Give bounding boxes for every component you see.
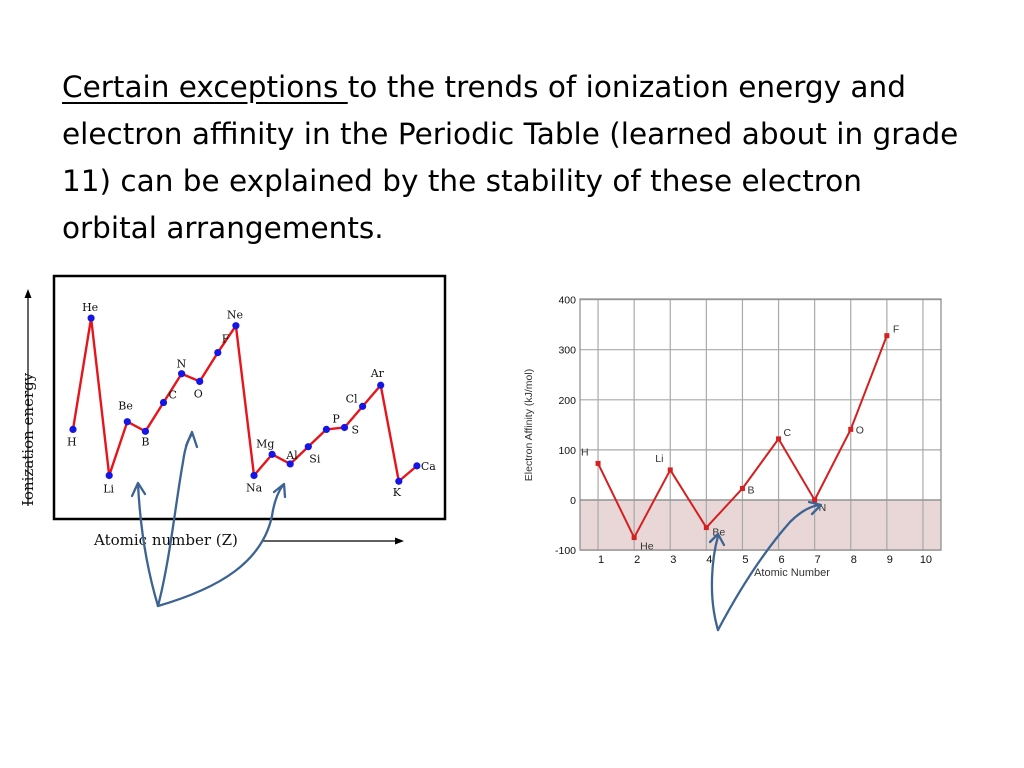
ionization-point-ca xyxy=(413,462,421,470)
affinity-ytick-100: 100 xyxy=(558,445,576,457)
ionization-point-ne xyxy=(232,322,240,330)
underlined-phrase: Certain exceptions xyxy=(62,70,348,104)
affinity-ytick-300: 300 xyxy=(558,345,576,357)
ionization-point-cl xyxy=(359,402,367,410)
ionization-point-f xyxy=(214,349,222,357)
affinity-point-b xyxy=(739,485,745,491)
affinity-point-h xyxy=(595,460,601,466)
affinity-plot-border xyxy=(579,298,942,551)
ionization-point-ar xyxy=(377,381,385,389)
affinity-point-c xyxy=(776,436,782,442)
affinity-point-n xyxy=(812,497,818,503)
ionization-energy-chart: H He Li Be B C N O F Ne Na Mg Al Si PS Cl Ar K Ca Ionizatio… xyxy=(19,274,447,549)
affinity-label-f: F xyxy=(893,324,899,336)
ionization-point-s xyxy=(340,423,349,432)
ionization-label-al: Al xyxy=(285,449,298,462)
arrowhead-to-b xyxy=(130,481,147,498)
ionization-label-n: N xyxy=(177,358,187,371)
affinity-xtick-2: 2 xyxy=(634,554,640,566)
slide-body-text: Certain exceptions to the trends of ioni… xyxy=(62,64,962,252)
affinity-ytick-200: 200 xyxy=(558,395,576,407)
ionization-label-f: F xyxy=(222,333,230,346)
ionization-label-ne: Ne xyxy=(227,309,243,322)
arrowhead-to-o xyxy=(184,430,199,449)
ionization-point-si xyxy=(304,443,312,451)
arrow-to-b xyxy=(136,482,160,608)
affinity-label-n: N xyxy=(819,502,827,514)
ionization-y-axis-label: Ionization energy xyxy=(19,372,37,506)
arrowhead-to-be xyxy=(708,532,726,547)
ionization-point-h xyxy=(69,425,77,433)
ionization-label-b: B xyxy=(141,435,149,448)
ionization-y-axis-arrowhead xyxy=(24,289,32,298)
affinity-ytick-400: 400 xyxy=(558,295,576,307)
ionization-point-he xyxy=(87,314,95,322)
ionization-point-k xyxy=(395,477,403,485)
ionization-x-axis-arrowhead xyxy=(395,537,404,545)
affinity-label-o: O xyxy=(856,424,864,436)
ionization-label-c: C xyxy=(169,389,177,402)
body-text-rest: to the trends of ionization energy and e… xyxy=(62,70,959,245)
affinity-label-b: B xyxy=(747,484,754,496)
ionization-label-cl: Cl xyxy=(346,392,358,405)
ionization-point-n xyxy=(178,370,186,378)
affinity-point-f xyxy=(884,333,890,339)
annotation-arrows xyxy=(130,430,823,632)
ionization-label-ca: Ca xyxy=(421,460,436,473)
ionization-point-b xyxy=(141,427,149,435)
affinity-point-li xyxy=(667,467,673,473)
ionization-point-li xyxy=(105,471,113,480)
affinity-xtick-3: 3 xyxy=(670,554,676,566)
affinity-ytick-0: 0 xyxy=(570,495,576,507)
arrow-to-be xyxy=(710,534,720,632)
ionization-point-be xyxy=(123,418,131,426)
ionization-label-h: H xyxy=(67,435,77,448)
affinity-xtick-9: 9 xyxy=(887,554,893,566)
ionization-point-p xyxy=(322,425,330,433)
ionization-label-s: S xyxy=(352,423,360,436)
affinity-point-o xyxy=(848,426,854,432)
arrow-to-n xyxy=(716,503,822,632)
arrow-to-al xyxy=(156,483,285,608)
ionization-label-he: He xyxy=(82,301,98,314)
ionization-point-mg xyxy=(268,450,276,458)
affinity-xtick-4: 4 xyxy=(706,554,712,566)
affinity-label-he: He xyxy=(640,541,654,553)
affinity-y-axis-label: Electron Affinity (kJ/mol) xyxy=(523,369,535,481)
ionization-label-si: Si xyxy=(309,453,321,466)
ionization-label-o: O xyxy=(194,387,203,400)
affinity-label-h: H xyxy=(581,446,589,458)
ionization-point-c xyxy=(159,398,168,407)
ionization-label-be: Be xyxy=(118,400,133,413)
affinity-xtick-1: 1 xyxy=(598,554,604,566)
arrowhead-to-al xyxy=(272,482,287,499)
affinity-xtick-8: 8 xyxy=(851,554,857,566)
ionization-label-p: P xyxy=(332,412,340,425)
ionization-label-k: K xyxy=(393,486,402,499)
affinity-point-be xyxy=(703,525,709,531)
affinity-label-li: Li xyxy=(655,453,663,465)
affinity-label-c: C xyxy=(784,427,792,439)
affinity-ytick--100: -100 xyxy=(555,545,576,557)
affinity-x-axis-label: Atomic Number xyxy=(754,567,830,579)
affinity-point-he xyxy=(631,535,637,541)
ionization-point-al xyxy=(286,460,294,468)
ionization-label-li: Li xyxy=(103,482,114,495)
affinity-xtick-10: 10 xyxy=(920,554,932,566)
affinity-xtick-5: 5 xyxy=(742,554,748,566)
affinity-xtick-6: 6 xyxy=(778,554,784,566)
ionization-plot-frame xyxy=(52,274,447,521)
ionization-label-ar: Ar xyxy=(370,367,385,380)
affinity-xtick-7: 7 xyxy=(815,554,821,566)
ionization-point-o xyxy=(196,377,204,385)
arrowhead-to-n xyxy=(807,500,823,516)
ionization-x-axis-label: Atomic number (Z) xyxy=(93,531,238,549)
ionization-label-na: Na xyxy=(246,481,263,494)
ionization-label-mg: Mg xyxy=(256,437,274,450)
ionization-point-na xyxy=(250,471,258,480)
